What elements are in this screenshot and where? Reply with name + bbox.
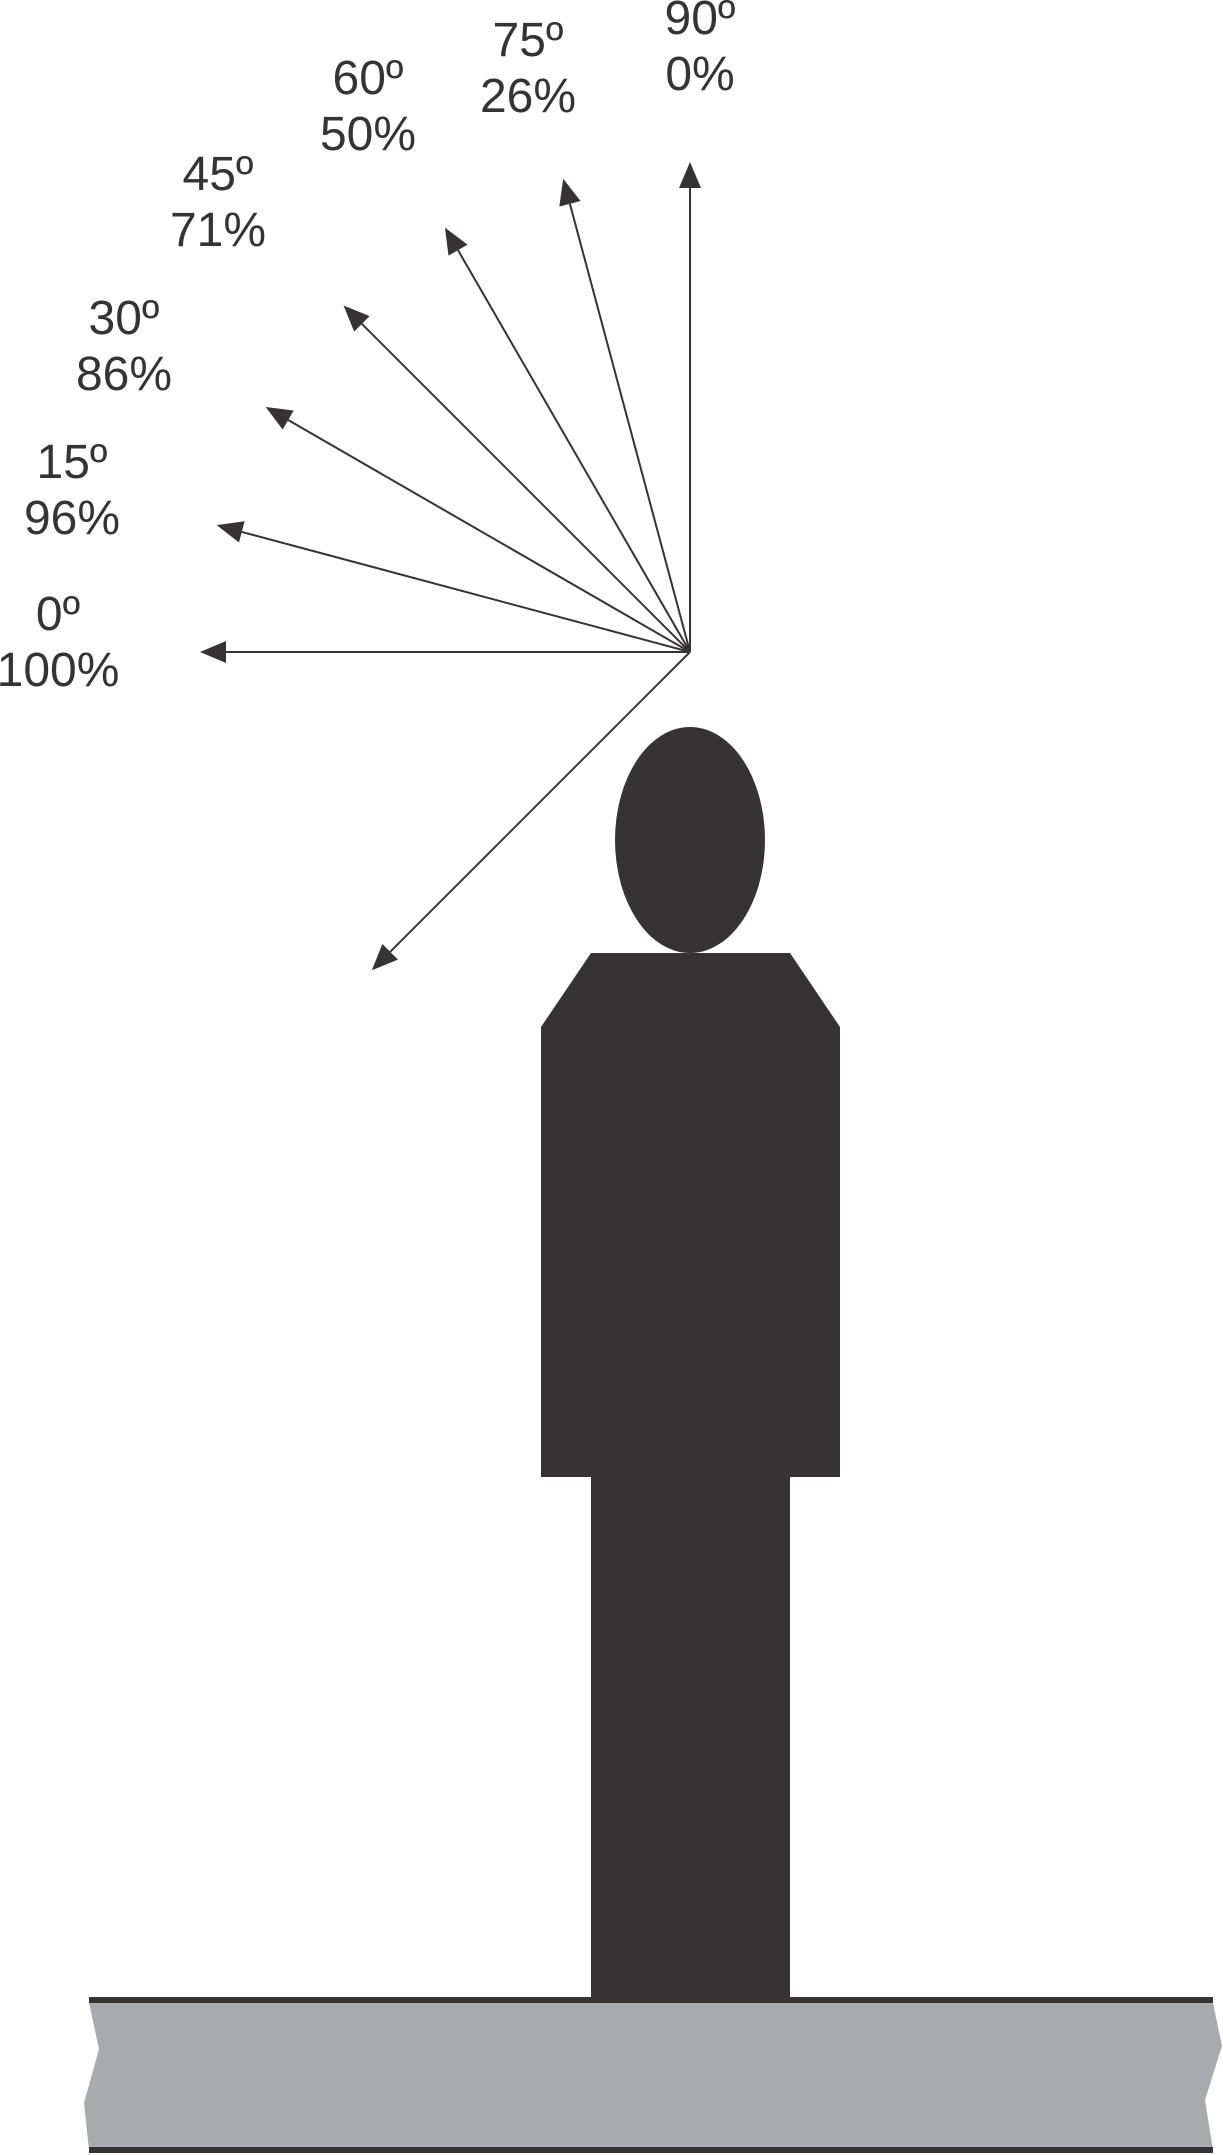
ray-downward-line <box>389 651 691 953</box>
angle-label: 90º <box>665 0 736 45</box>
angle-label: 60º <box>333 52 404 105</box>
ray-75-deg-arrowhead-icon <box>559 178 581 207</box>
ray-45-deg-line <box>361 323 691 653</box>
ray-75-deg-line <box>568 203 691 653</box>
ray-label-15: 15º 96% <box>24 436 120 545</box>
ray-label-75: 75º 26% <box>480 14 576 123</box>
percent-label: 50% <box>320 108 416 161</box>
percent-label: 26% <box>480 70 576 123</box>
ray-60-deg-arrowhead-icon <box>445 227 468 256</box>
ray-15-deg-arrowhead-icon <box>216 521 245 543</box>
percent-label: 96% <box>24 492 120 545</box>
ground-bottom-edge <box>89 2147 1213 2153</box>
ray-15-deg-line <box>241 530 691 653</box>
angle-label: 15º <box>37 436 108 489</box>
angle-label: 75º <box>493 14 564 67</box>
ray-45-deg-arrowhead-icon <box>343 305 370 332</box>
percent-label: 71% <box>170 204 266 257</box>
ray-label-0: 0º 100% <box>0 588 119 697</box>
figure-head <box>615 727 765 953</box>
percent-label: 100% <box>0 644 119 697</box>
ray-60-deg-line <box>457 249 691 653</box>
ground <box>84 1997 1222 2153</box>
percent-label: 0% <box>665 48 734 101</box>
angle-label: 0º <box>36 588 80 641</box>
ray-downward <box>371 651 691 971</box>
ray-75-deg <box>559 178 691 653</box>
ray-0-deg-arrowhead-icon <box>200 641 226 663</box>
ray-label-30: 30º 86% <box>76 292 172 401</box>
ray-30-deg-line <box>287 419 691 653</box>
ray-downward-arrowhead-icon <box>371 944 398 971</box>
ground-slab <box>84 2003 1222 2150</box>
angle-label: 30º <box>89 292 160 345</box>
ray-90-deg-arrowhead-icon <box>679 162 701 188</box>
percent-label: 86% <box>76 348 172 401</box>
human-figure <box>541 727 840 2000</box>
ray-45-deg <box>343 305 691 653</box>
ray-label-90: 90º 0% <box>665 0 736 101</box>
angle-label: 45º <box>183 148 254 201</box>
ray-label-45: 45º 71% <box>170 148 266 257</box>
figure-body <box>541 953 840 2000</box>
ray-labels: 0º 100%15º 96%30º 86%45º 71%60º 50%75º 26%90º 0… <box>0 0 735 697</box>
ray-30-deg <box>265 407 691 653</box>
ray-90-deg <box>679 162 701 652</box>
ray-label-60: 60º 50% <box>320 52 416 161</box>
viewing-rays <box>200 162 701 971</box>
ray-30-deg-arrowhead-icon <box>265 407 294 430</box>
ray-15-deg <box>216 521 691 653</box>
ray-60-deg <box>445 227 691 653</box>
ray-0-deg <box>200 641 690 663</box>
